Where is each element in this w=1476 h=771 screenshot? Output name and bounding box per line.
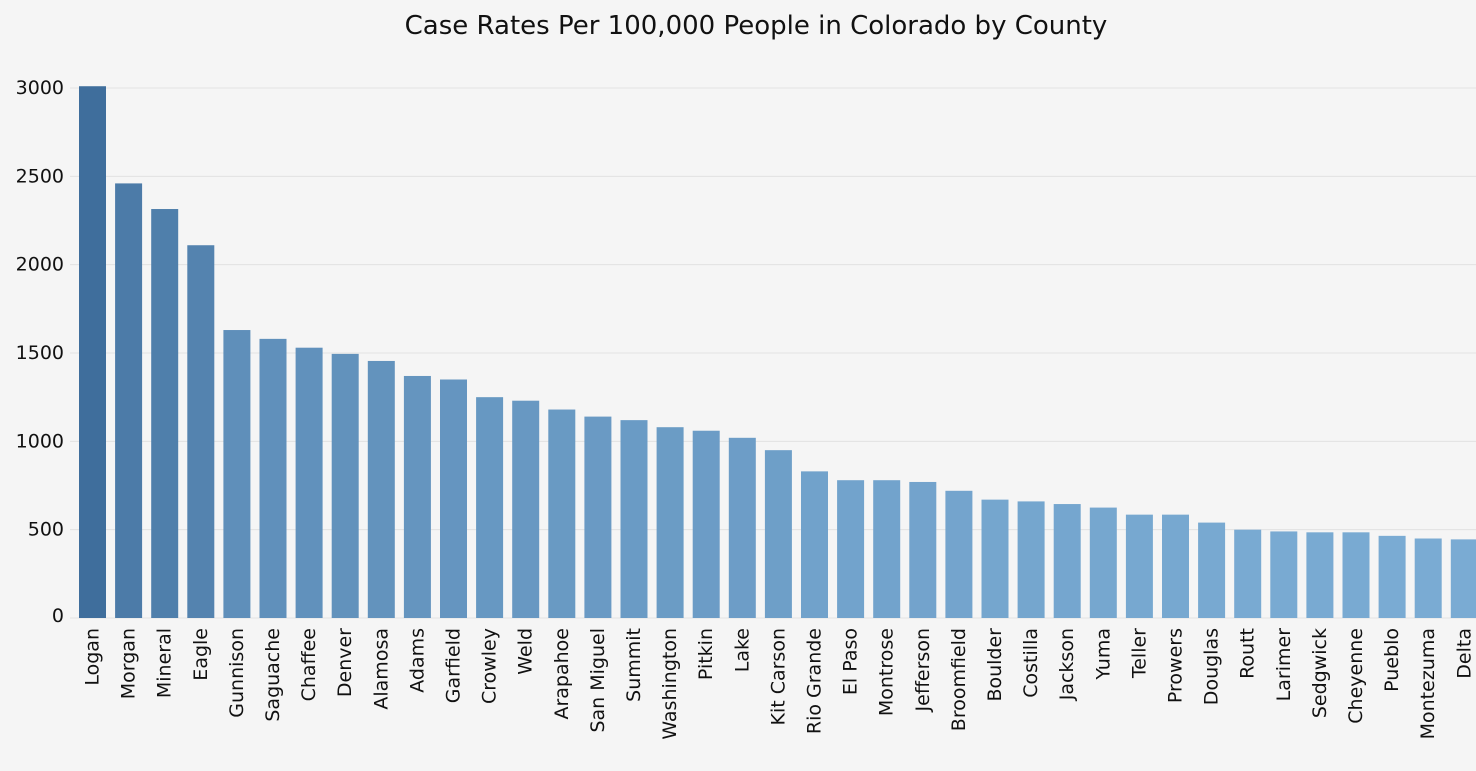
- x-category-label: Douglas: [1201, 628, 1223, 705]
- bar-san-miguel[interactable]: [584, 416, 612, 618]
- x-category-label: Arapahoe: [551, 628, 573, 720]
- x-category-label: Denver: [334, 628, 356, 697]
- bar-montrose[interactable]: [873, 480, 901, 618]
- x-category-label: Saguache: [262, 628, 284, 722]
- bar-eagle[interactable]: [187, 245, 215, 618]
- x-category-label: Logan: [82, 628, 104, 686]
- bar-lake[interactable]: [728, 437, 756, 618]
- bar-montezuma[interactable]: [1414, 538, 1442, 619]
- bar-boulder[interactable]: [981, 499, 1009, 618]
- bar-denver[interactable]: [331, 353, 359, 618]
- x-category-label: Delta: [1453, 628, 1475, 679]
- x-category-label: Washington: [659, 628, 681, 740]
- bar-garfield[interactable]: [440, 379, 467, 619]
- bar-weld[interactable]: [512, 400, 540, 618]
- x-category-label: El Paso: [840, 628, 862, 695]
- x-category-label: San Miguel: [587, 628, 609, 733]
- bar-larimer[interactable]: [1270, 531, 1298, 618]
- y-tick-label: 1000: [16, 430, 64, 452]
- x-axis-labels: Logan Morgan Mineral Eagle Gunnison Saguache C…: [82, 628, 1476, 740]
- bar-teller[interactable]: [1125, 514, 1153, 618]
- bar-sedgwick[interactable]: [1306, 532, 1334, 618]
- bar-washington[interactable]: [656, 427, 684, 618]
- x-category-label: Adams: [406, 628, 428, 693]
- bar-pitkin[interactable]: [692, 430, 720, 618]
- bar-gunnison[interactable]: [223, 330, 251, 618]
- x-category-label: Chaffee: [298, 628, 320, 701]
- x-category-label: Pitkin: [695, 628, 717, 680]
- bar-douglas[interactable]: [1198, 522, 1226, 618]
- x-category-label: Costilla: [1020, 628, 1042, 698]
- bar-broomfield[interactable]: [945, 490, 973, 618]
- bar-summit[interactable]: [620, 420, 648, 618]
- bar-costilla[interactable]: [1017, 501, 1045, 618]
- bar-alamosa[interactable]: [367, 360, 395, 618]
- chart-title: Case Rates Per 100,000 People in Colorad…: [404, 11, 1108, 41]
- bar-rio-grande[interactable]: [801, 471, 828, 618]
- x-category-label: Yuma: [1092, 628, 1114, 681]
- x-category-label: Alamosa: [370, 628, 392, 710]
- x-category-label: Jefferson: [912, 628, 934, 712]
- bar-mineral[interactable]: [151, 209, 179, 618]
- x-category-label: Broomfield: [948, 628, 970, 731]
- bar-delta[interactable]: [1450, 539, 1476, 618]
- x-category-label: Boulder: [984, 628, 1006, 702]
- x-category-label: Rio Grande: [804, 628, 826, 734]
- x-category-label: Cheyenne: [1345, 628, 1367, 724]
- bar-adams[interactable]: [403, 375, 431, 618]
- x-category-label: Jackson: [1056, 628, 1078, 701]
- x-category-label: Montrose: [876, 628, 898, 716]
- x-category-label: Prowers: [1165, 628, 1187, 703]
- bar-cheyenne[interactable]: [1342, 532, 1370, 618]
- x-category-label: Mineral: [154, 628, 176, 698]
- y-tick-label: 500: [28, 519, 64, 541]
- y-tick-label: 1500: [16, 342, 64, 364]
- y-tick-label: 2500: [16, 165, 64, 187]
- y-tick-label: 0: [52, 605, 64, 627]
- x-category-label: Crowley: [479, 628, 501, 704]
- x-category-label: Morgan: [118, 628, 140, 699]
- x-category-label: Gunnison: [226, 628, 248, 718]
- y-tick-label: 2000: [16, 254, 64, 276]
- x-category-label: Eagle: [190, 628, 212, 681]
- bar-pueblo[interactable]: [1378, 535, 1406, 618]
- bar-arapahoe[interactable]: [548, 409, 576, 618]
- x-category-label: Summit: [623, 628, 645, 702]
- bar-routt[interactable]: [1234, 529, 1262, 618]
- x-category-label: Teller: [1128, 628, 1150, 679]
- bar-el-paso[interactable]: [837, 480, 865, 618]
- bars: [79, 86, 1476, 618]
- bar-jackson[interactable]: [1053, 504, 1081, 618]
- x-category-label: Kit Carson: [767, 628, 789, 726]
- x-category-label: Weld: [515, 628, 537, 675]
- bar-kit-carson[interactable]: [764, 450, 792, 618]
- x-category-label: Garfield: [443, 628, 465, 703]
- bar-prowers[interactable]: [1162, 514, 1189, 618]
- bar-logan[interactable]: [79, 86, 106, 618]
- x-category-label: Sedgwick: [1309, 628, 1331, 718]
- y-axis-ticks: 0 500 1000 1500 2000 2500 3000: [16, 77, 64, 627]
- x-category-label: Lake: [731, 628, 753, 672]
- bar-jefferson[interactable]: [909, 481, 937, 618]
- bar-morgan[interactable]: [115, 183, 143, 618]
- y-tick-label: 3000: [16, 77, 64, 99]
- x-category-label: Larimer: [1273, 628, 1295, 702]
- bar-chaffee[interactable]: [295, 347, 323, 618]
- x-category-label: Montezuma: [1417, 628, 1439, 739]
- x-category-label: Pueblo: [1381, 628, 1403, 692]
- bar-yuma[interactable]: [1089, 507, 1117, 618]
- bar-saguache[interactable]: [259, 338, 287, 618]
- x-category-label: Routt: [1237, 628, 1259, 679]
- bar-crowley[interactable]: [476, 397, 504, 618]
